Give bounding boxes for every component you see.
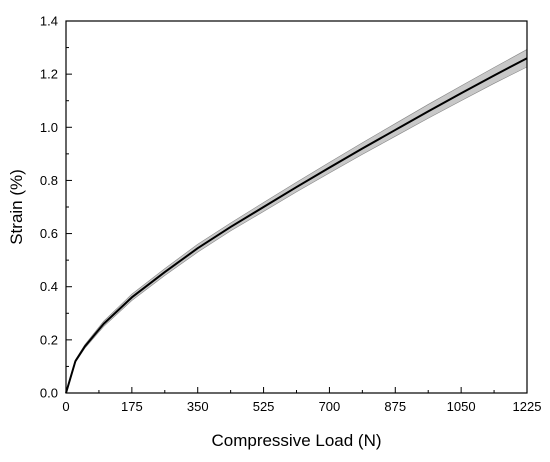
x-tick-label: 350 [187, 399, 209, 414]
series-line-layer [65, 57, 528, 394]
y-tick-label: 0.8 [40, 173, 58, 188]
plot-frame [65, 20, 528, 394]
y-tick-label: 1.0 [40, 120, 58, 135]
series-line [65, 57, 528, 394]
confidence-band-layer [65, 48, 528, 394]
x-tick-label: 1050 [447, 399, 476, 414]
ticks-layer: 0 175 350 525 700 875 1050 1225 0.0 0.2 0.4 0.6 0.8 1… [40, 14, 542, 415]
x-tick-label: 0 [62, 399, 69, 414]
y-tick-label: 0.2 [40, 332, 58, 347]
x-axis-title: Compressive Load (N) [211, 431, 381, 450]
y-tick-label: 1.4 [40, 14, 58, 29]
x-tick-label: 525 [253, 399, 275, 414]
axes-layer [65, 20, 528, 394]
x-tick-label: 700 [319, 399, 341, 414]
confidence-band [65, 48, 528, 394]
y-tick-label: 0.4 [40, 279, 58, 294]
x-tick-label: 875 [384, 399, 406, 414]
y-tick-label: 1.2 [40, 67, 58, 82]
y-axis-title: Strain (%) [7, 169, 26, 245]
x-tick-label: 175 [121, 399, 143, 414]
y-tick-label: 0.0 [40, 386, 58, 401]
x-tick-label: 1225 [513, 399, 542, 414]
y-tick-label: 0.6 [40, 226, 58, 241]
